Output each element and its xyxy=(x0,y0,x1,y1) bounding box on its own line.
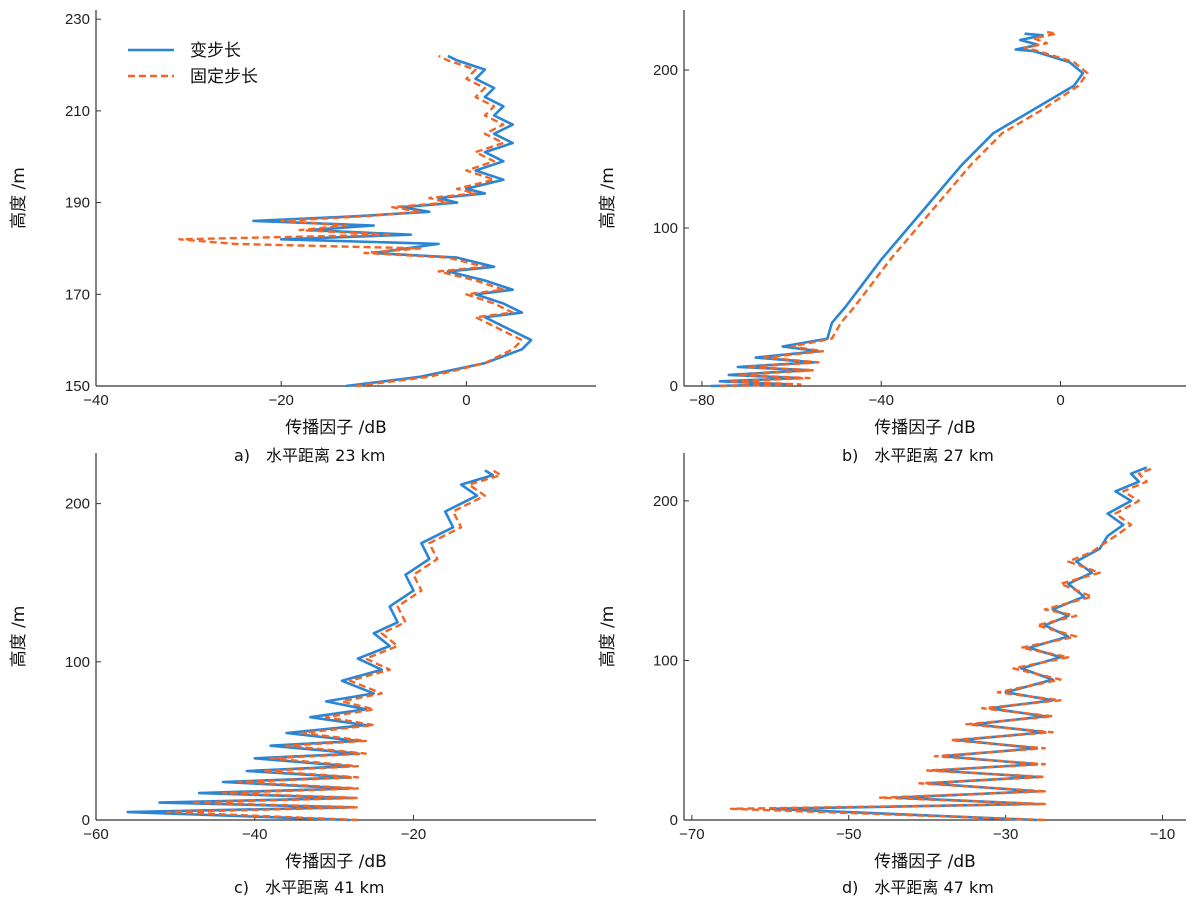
legend-variable-step-label: 变步长 xyxy=(190,41,241,61)
x-tick-label: −60 xyxy=(83,826,108,843)
x-tick-label: 0 xyxy=(462,392,470,409)
panel-letter: b) xyxy=(842,446,858,465)
chart-panel-2: −80 −40 0 0 100 200 传播因子 /dB 高度 /m b) 水平距离 27 km xyxy=(598,10,1186,465)
y-tick-label: 100 xyxy=(653,220,678,237)
x-tick-label: 0 xyxy=(1056,392,1064,409)
panel-caption: d) 水平距离 47 km xyxy=(842,878,994,897)
panel-caption: c) 水平距离 41 km xyxy=(234,878,384,897)
x-tick-label: −20 xyxy=(401,826,426,843)
x-tick-label: −20 xyxy=(268,392,293,409)
y-tick-label: 200 xyxy=(653,62,678,79)
x-axis-label: 传播因子 /dB xyxy=(285,418,387,438)
y-tick-label: 170 xyxy=(65,286,90,303)
panel-letter: d) xyxy=(842,878,858,897)
y-tick-label: 150 xyxy=(65,378,90,395)
x-tick-label: −40 xyxy=(242,826,267,843)
y-tick-label: 200 xyxy=(653,493,678,510)
panel-distance: 水平距离 27 km xyxy=(874,446,993,465)
x-axis-label: 传播因子 /dB xyxy=(285,852,387,872)
panel-letter: a) xyxy=(234,446,250,465)
y-tick-label: 0 xyxy=(670,812,678,829)
y-tick-label: 230 xyxy=(65,11,90,28)
x-tick-label: −30 xyxy=(993,826,1018,843)
x-tick-label: −80 xyxy=(689,392,714,409)
chart-panel-4: −70 −50 −30 −10 0 100 200 传播因子 /dB 高度 /m d) 水平距离 4… xyxy=(598,453,1186,897)
y-axis-label: 高度 /m xyxy=(598,606,618,668)
fixed-step-series-line xyxy=(178,54,524,388)
y-tick-label: 100 xyxy=(65,654,90,671)
panel-distance: 水平距离 47 km xyxy=(874,878,993,897)
y-tick-label: 0 xyxy=(82,812,90,829)
y-tick-label: 200 xyxy=(65,496,90,513)
x-tick-label: −10 xyxy=(1150,826,1175,843)
variable-step-series-line xyxy=(710,32,1085,388)
fixed-step-series-line xyxy=(719,30,1089,388)
x-tick-label: −50 xyxy=(836,826,861,843)
y-axis-label: 高度 /m xyxy=(9,167,29,229)
panel-distance: 水平距离 41 km xyxy=(265,878,384,897)
y-tick-label: 100 xyxy=(653,652,678,669)
panel-letter: c) xyxy=(234,878,249,897)
fixed-step-series-line xyxy=(729,466,1156,822)
fixed-step-series-line xyxy=(166,469,502,822)
x-tick-label: −40 xyxy=(83,392,108,409)
y-tick-label: 210 xyxy=(65,103,90,120)
chart-panel-3: −60 −40 −20 0 100 200 传播因子 /dB 高度 /m c) 水平距离 41 k… xyxy=(9,453,596,897)
y-tick-label: 0 xyxy=(670,378,678,395)
y-axis-label: 高度 /m xyxy=(9,606,29,668)
x-axis-label: 传播因子 /dB xyxy=(874,852,976,872)
legend-fixed-step-label: 固定步长 xyxy=(190,67,258,87)
y-axis-label: 高度 /m xyxy=(598,167,618,229)
y-tick-label: 190 xyxy=(65,195,90,212)
panel-distance: 水平距离 23 km xyxy=(266,446,385,465)
variable-step-series-line xyxy=(769,466,1148,822)
x-tick-label: −70 xyxy=(679,826,704,843)
panel-caption: a) 水平距离 23 km xyxy=(234,446,385,465)
panel-caption: b) 水平距离 27 km xyxy=(842,446,994,465)
x-axis-label: 传播因子 /dB xyxy=(874,418,976,438)
chart-panel-1: −40 −20 0 150 170 190 210 230 传播因子 /dB 高度 /m a) 水平距… xyxy=(9,10,596,465)
x-tick-label: −40 xyxy=(868,392,893,409)
